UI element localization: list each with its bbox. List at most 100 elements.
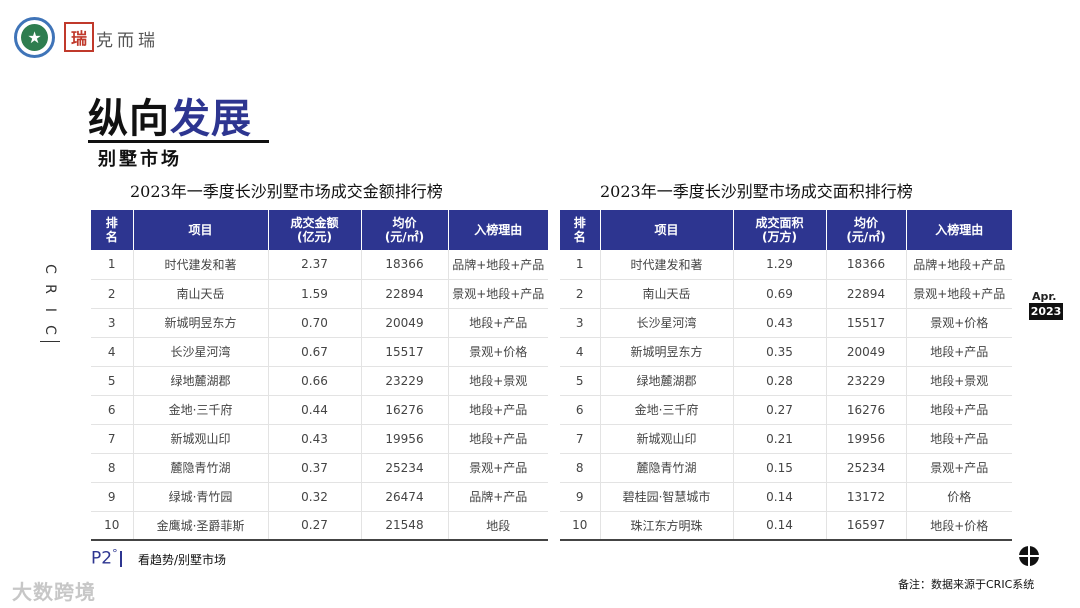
table-cell: 10 (91, 511, 134, 541)
table-cell: 0.43 (268, 424, 362, 454)
table-cell: 0.32 (268, 482, 362, 512)
table-cell: 2.37 (268, 250, 362, 280)
table-row: 6 金地·三千府 0.27 16276 地段+产品 (560, 395, 1012, 425)
data-source-note: 备注：数据来源于CRIC系统 (898, 578, 1035, 591)
column-header: 成交金额 (亿元) (268, 210, 362, 250)
table-cell: 景观+价格 (448, 337, 548, 367)
table-cell: 长沙星河湾 (600, 308, 734, 338)
side-label-letter: R (41, 284, 58, 295)
page-title-prefix: 纵向 (88, 96, 170, 142)
table-cell: 品牌+地段+产品 (906, 250, 1012, 280)
table-row: 3 长沙星河湾 0.43 15517 景观+价格 (560, 308, 1012, 338)
table-cell: 景观+产品 (906, 453, 1012, 483)
column-header-text: 排 (573, 216, 586, 230)
table-cell: 0.21 (733, 424, 827, 454)
table-row: 9 绿城·青竹园 0.32 26474 品牌+产品 (91, 482, 548, 512)
side-label-letter: C (42, 264, 58, 274)
table-cell: 9 (560, 482, 601, 512)
table-cell: 4 (560, 337, 601, 367)
page-title-accent: 发展 (170, 96, 252, 142)
table-cell: 时代建发和著 (600, 250, 734, 280)
table-cell: 6 (560, 395, 601, 425)
table-cell: 18366 (361, 250, 449, 280)
table-cell: 23229 (826, 366, 907, 396)
table-cell: 7 (91, 424, 134, 454)
column-header: 排名 (560, 210, 601, 250)
table-cell: 13172 (826, 482, 907, 512)
column-header-text: 均价 (853, 216, 878, 230)
table-cell: 麓隐青竹湖 (600, 453, 734, 483)
table-header-row: 排名项目 成交金额 (亿元) 均价 (元/㎡) 入榜理由 (91, 210, 548, 250)
table-cell: 0.14 (733, 511, 827, 541)
table-cell: 品牌+地段+产品 (448, 250, 548, 280)
table-cell: 地段+景观 (906, 366, 1012, 396)
table-cell: 0.43 (733, 308, 827, 338)
table-row: 9 碧桂园·智慧城市 0.14 13172 价格 (560, 482, 1012, 512)
table-cell: 0.67 (268, 337, 362, 367)
table-cell: 珠江东方明珠 (600, 511, 734, 541)
table-body: 1 时代建发和著 2.37 18366 品牌+地段+产品 2 南山天岳 1.59 22894 景观… (91, 250, 548, 541)
amount-ranking-table: 排名项目 成交金额 (亿元) 均价 (元/㎡) 入榜理由 1 时代建发和著 2.37 18366… (91, 210, 548, 541)
table-row: 1 时代建发和著 1.29 18366 品牌+地段+产品 (560, 250, 1012, 280)
table-cell: 金鹰城·圣爵菲斯 (133, 511, 269, 541)
column-header-text: (元/㎡) (846, 230, 886, 244)
table-row: 3 新城明昱东方 0.70 20049 地段+产品 (91, 308, 548, 338)
table-row: 7 新城观山印 0.21 19956 地段+产品 (560, 424, 1012, 454)
table-cell: 景观+产品 (448, 453, 548, 483)
table-cell: 1.59 (268, 279, 362, 309)
column-header-text: 入榜理由 (935, 223, 984, 237)
table-cell: 景观+价格 (906, 308, 1012, 338)
side-label-cric: C R I C (40, 262, 60, 342)
company-emblem-logo: ★ (14, 17, 55, 58)
table-cell: 8 (560, 453, 601, 483)
brand-name: 克而瑞 (96, 31, 159, 51)
column-header-text: 均价 (392, 216, 417, 230)
table-cell: 1 (91, 250, 134, 280)
column-header-text: 成交面积 (755, 216, 804, 230)
column-header: 项目 (600, 210, 734, 250)
table-row: 5 绿地麓湖郡 0.28 23229 地段+景观 (560, 366, 1012, 396)
table-row: 2 南山天岳 0.69 22894 景观+地段+产品 (560, 279, 1012, 309)
column-header-text: 入榜理由 (474, 223, 523, 237)
table-cell: 绿城·青竹园 (133, 482, 269, 512)
table-cell: 地段+产品 (448, 424, 548, 454)
table-cell: 1 (560, 250, 601, 280)
page-number-mark: ° (112, 547, 118, 560)
column-header-text: (万方) (762, 230, 797, 244)
watermark: 大数跨境 (12, 580, 96, 604)
table-cell: 16276 (826, 395, 907, 425)
table-cell: 22894 (826, 279, 907, 309)
table-cell: 新城观山印 (133, 424, 269, 454)
table-cell: 绿地麓湖郡 (600, 366, 734, 396)
table-row: 8 麓隐青竹湖 0.37 25234 景观+产品 (91, 453, 548, 483)
page-subtitle: 别墅市场 (98, 149, 182, 170)
table-cell: 0.27 (268, 511, 362, 541)
footer-section-label: 看趋势/别墅市场 (138, 553, 227, 567)
table-cell: 0.70 (268, 308, 362, 338)
column-header: 排名 (91, 210, 134, 250)
table-cell: 0.14 (733, 482, 827, 512)
column-header-text: 名 (105, 230, 118, 244)
page-divider (119, 550, 122, 567)
table-cell: 19956 (361, 424, 449, 454)
column-header: 入榜理由 (906, 210, 1012, 250)
table-cell: 5 (560, 366, 601, 396)
table-row: 6 金地·三千府 0.44 16276 地段+产品 (91, 395, 548, 425)
table-cell: 0.27 (733, 395, 827, 425)
table-cell: 南山天岳 (133, 279, 269, 309)
seal-logo: 瑞 (64, 22, 94, 52)
side-label-letter: C (42, 325, 58, 335)
table-cell: 26474 (361, 482, 449, 512)
table-cell: 25234 (826, 453, 907, 483)
table-cell: 金地·三千府 (133, 395, 269, 425)
table-cell: 0.35 (733, 337, 827, 367)
table-cell: 25234 (361, 453, 449, 483)
table-cell: 长沙星河湾 (133, 337, 269, 367)
left-table-title: 2023年一季度长沙别墅市场成交金额排行榜 (130, 182, 443, 201)
table-cell: 20049 (361, 308, 449, 338)
date-year-badge: 2023 (1029, 303, 1063, 320)
table-cell: 22894 (361, 279, 449, 309)
table-cell: 景观+地段+产品 (906, 279, 1012, 309)
table-cell: 0.44 (268, 395, 362, 425)
table-cell: 18366 (826, 250, 907, 280)
